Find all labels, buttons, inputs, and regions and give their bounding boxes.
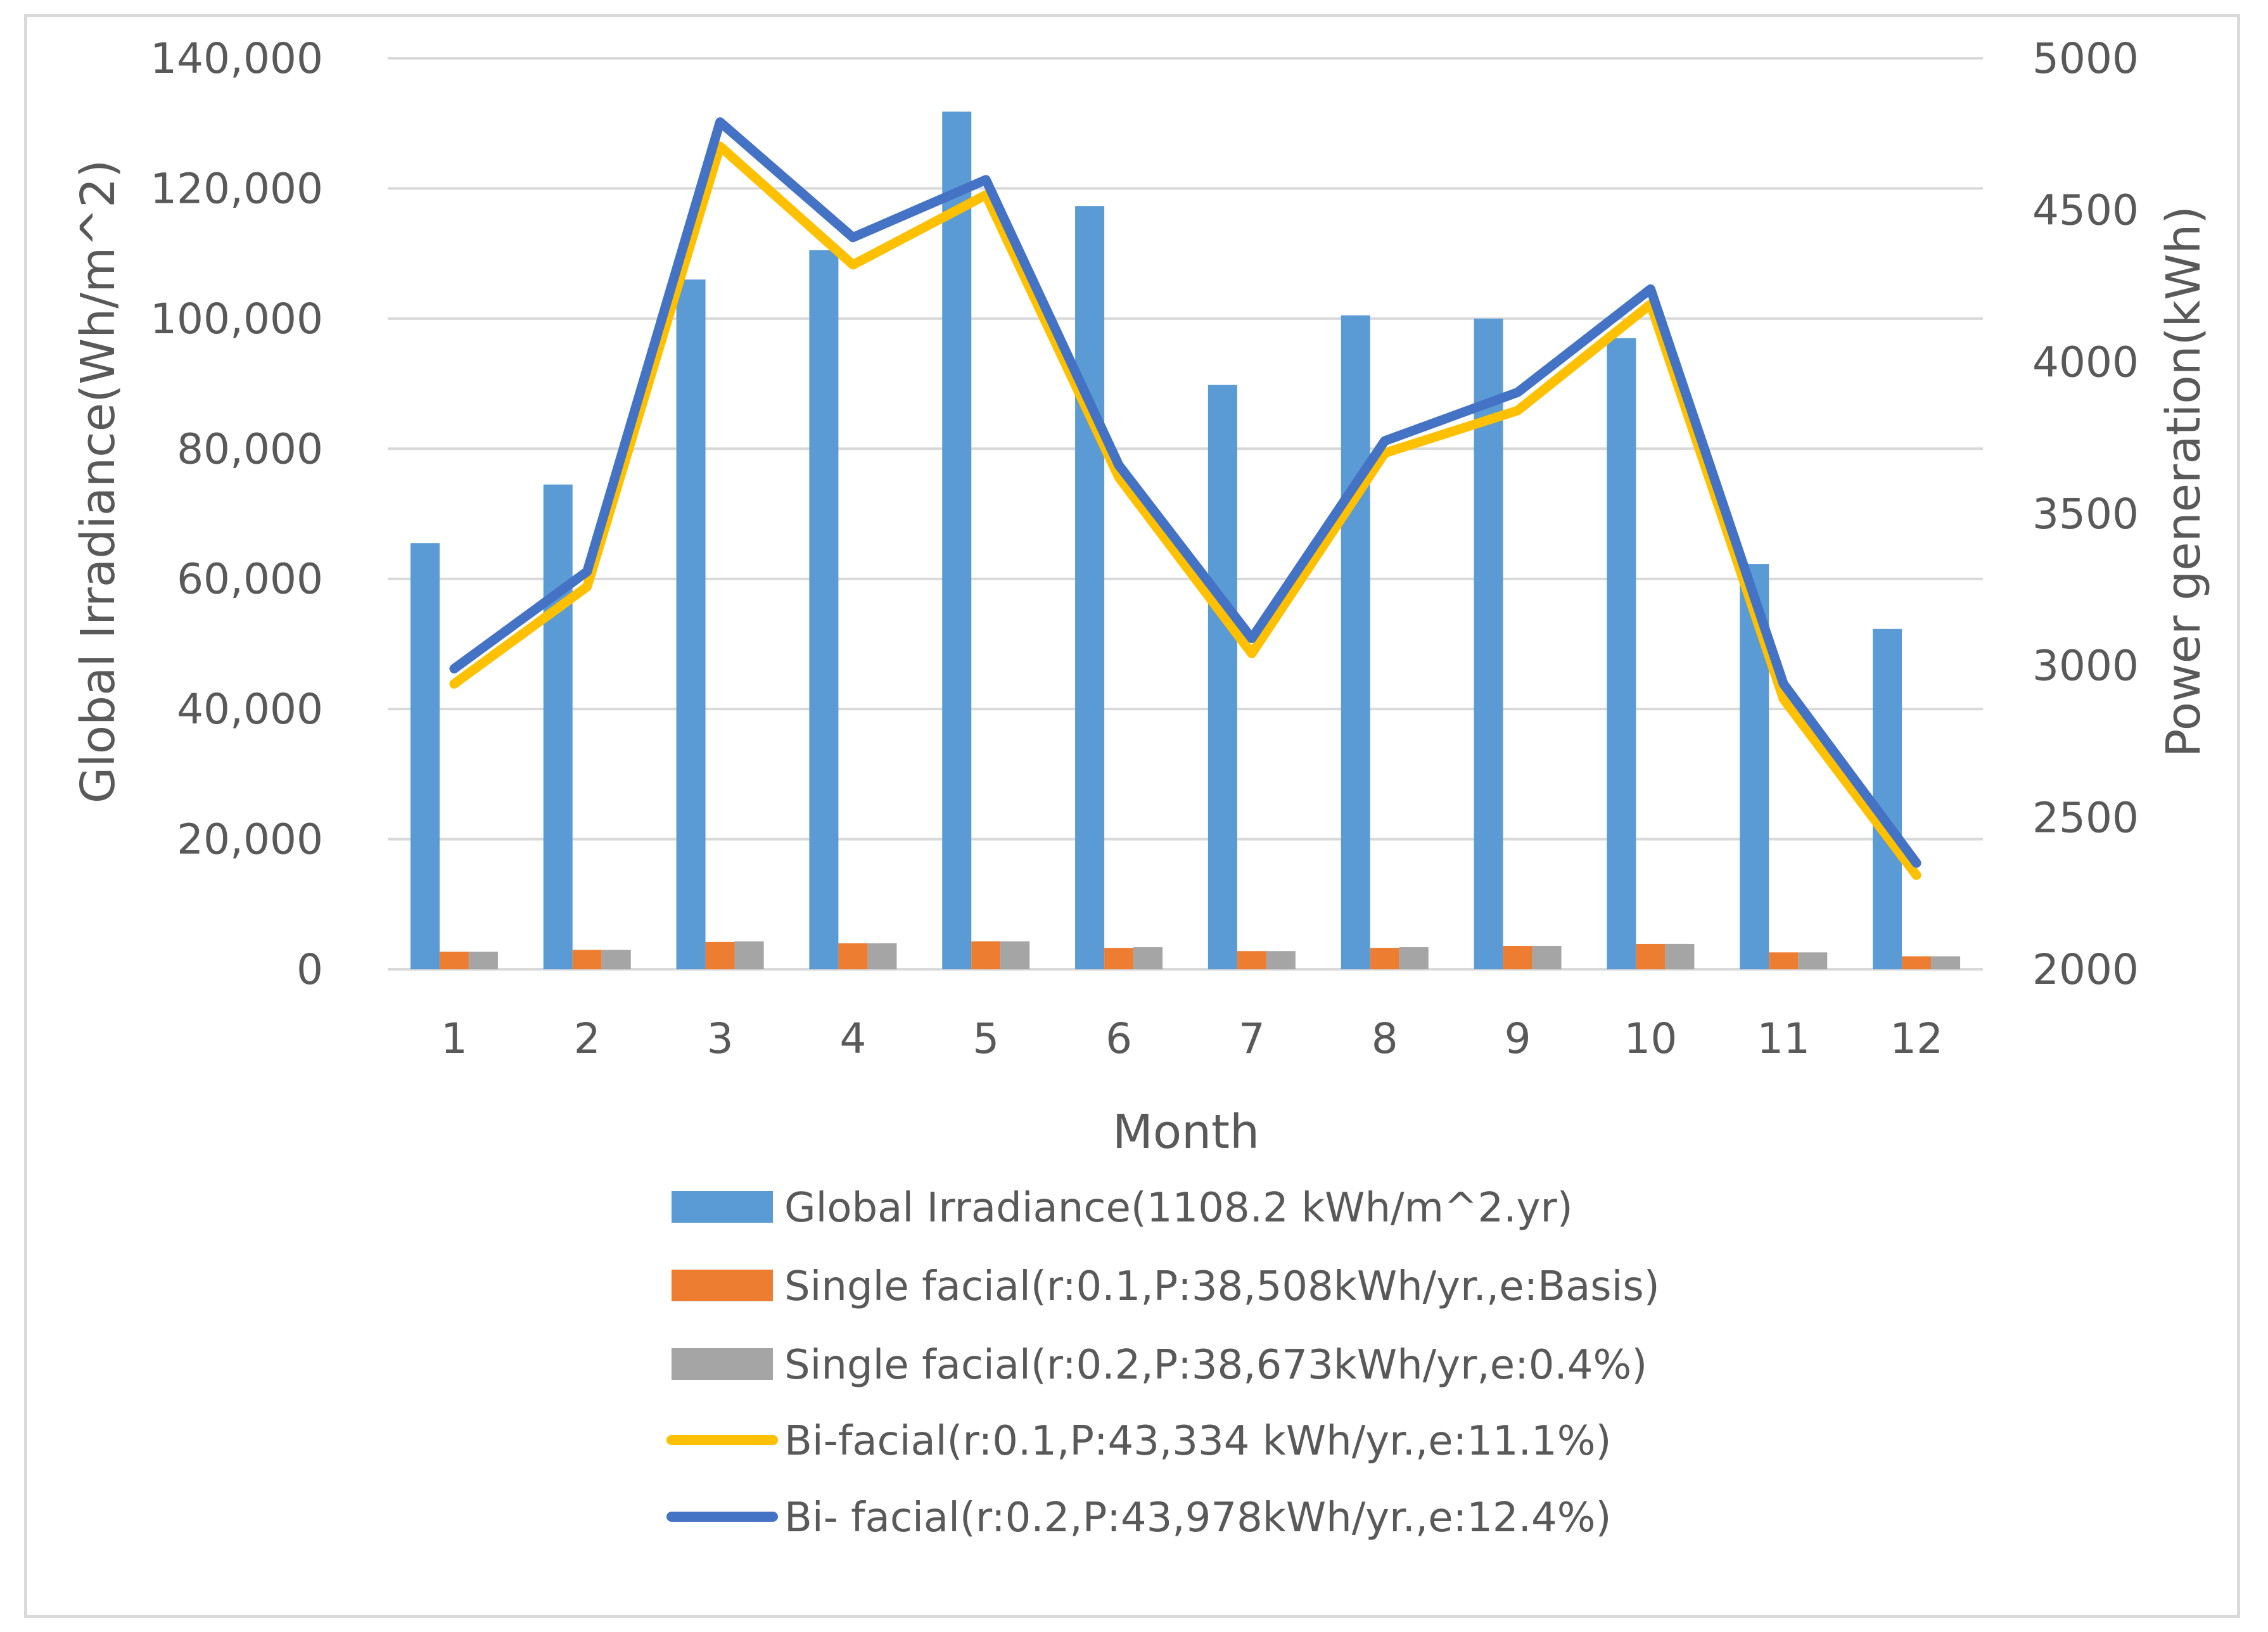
y-tick-label: 80,000: [177, 424, 323, 473]
y-tick-label: 140,000: [150, 34, 323, 83]
x-tick-label: 3: [707, 1014, 734, 1063]
line-bifacial-r02: [449, 117, 1921, 868]
bar-single-facial-r01: [1104, 948, 1134, 969]
y2-tick-label: 3000: [2032, 642, 2139, 691]
legend-item: Global Irradiance(1108.2 kWh/m^2.yr): [672, 1185, 1573, 1232]
legend-item: Single facial(r:0.2,P:38,673kWh/yr,e:0.4…: [672, 1342, 1647, 1389]
x-tick-label: 8: [1372, 1014, 1398, 1063]
bar-single-facial-r02: [468, 952, 498, 969]
gridlines: [388, 57, 1983, 971]
y2-tick-label: 5000: [2032, 34, 2139, 83]
bar-single-facial-r01: [1636, 943, 1666, 969]
y2-axis-title: Power generation(kWh): [2157, 206, 2211, 757]
legend: Global Irradiance(1108.2 kWh/m^2.yr) Sin…: [666, 1185, 1660, 1541]
x-axis-ticks: 1 2 3 4 5 6 7 8 9 10 11 12: [441, 1014, 1943, 1063]
bar-single-facial-r02: [1532, 946, 1562, 969]
legend-swatch-single-r01: [672, 1270, 773, 1301]
legend-label-single-r02: Single facial(r:0.2,P:38,673kWh/yr,e:0.4…: [784, 1342, 1647, 1389]
bar-single-facial-r02: [1399, 947, 1429, 969]
y-tick-label: 100,000: [150, 295, 323, 343]
x-tick-label: 4: [839, 1014, 866, 1063]
bar-single-facial-r02: [601, 950, 631, 969]
bar-irradiance: [1341, 315, 1370, 969]
right-axis-ticks: 2000 2500 3000 3500 4000 4500 5000: [2032, 34, 2139, 994]
bar-single-facial-r01: [838, 943, 868, 969]
bar-single-facial-r01: [1237, 951, 1266, 969]
x-tick-label: 6: [1105, 1014, 1132, 1063]
legend-item: Bi- facial(r:0.2,P:43,978kWh/yr.,e:12.4%…: [666, 1495, 1611, 1541]
y2-tick-label: 2500: [2032, 793, 2139, 842]
y-tick-label: 60,000: [177, 555, 323, 604]
x-tick-label: 1: [441, 1014, 468, 1063]
bar-irradiance: [809, 250, 839, 970]
bar-irradiance: [1607, 338, 1636, 969]
legend-item: Bi-facial(r:0.1,P:43,334 kWh/yr.,e:11.1%…: [666, 1418, 1611, 1465]
bar-irradiance: [1207, 385, 1237, 969]
legend-label-bifacial-r02: Bi- facial(r:0.2,P:43,978kWh/yr.,e:12.4%…: [784, 1495, 1611, 1541]
bar-single-facial-r01: [1370, 948, 1399, 969]
line-bifacial-r01: [449, 141, 1921, 880]
y2-tick-label: 4500: [2032, 186, 2139, 235]
x-tick-label: 7: [1239, 1014, 1265, 1063]
line-series: [449, 117, 1921, 880]
bar-irradiance: [543, 484, 573, 969]
bar-single-facial-r02: [1665, 943, 1695, 969]
legend-label-bifacial-r01: Bi-facial(r:0.1,P:43,334 kWh/yr.,e:11.1%…: [784, 1418, 1611, 1465]
left-axis-ticks: 0 20,000 40,000 60,000 80,000 100,000 120,000 1…: [150, 34, 323, 994]
bar-single-facial-r01: [439, 952, 469, 969]
y-axis-title: Global Irradiance(Wh/m^2): [71, 160, 125, 803]
bar-irradiance: [1873, 628, 1902, 969]
y-tick-label: 20,000: [177, 815, 323, 864]
x-tick-label: 5: [972, 1014, 999, 1063]
x-tick-label: 2: [574, 1014, 601, 1063]
bar-irradiance: [410, 543, 440, 969]
x-axis-title: Month: [1112, 1105, 1259, 1159]
legend-swatch-irradiance: [672, 1191, 773, 1223]
bar-single-facial-r01: [1769, 952, 1799, 969]
x-tick-label: 12: [1890, 1014, 1943, 1063]
x-tick-label: 10: [1624, 1014, 1677, 1063]
y2-tick-label: 2000: [2032, 945, 2139, 994]
bar-single-facial-r02: [867, 943, 897, 969]
bar-single-facial-r01: [1902, 956, 1932, 969]
y2-tick-label: 3500: [2032, 490, 2139, 539]
x-tick-label: 11: [1757, 1014, 1810, 1063]
bar-single-facial-r02: [734, 941, 764, 969]
bar-single-facial-r01: [1503, 946, 1532, 969]
bar-series: [410, 112, 1961, 970]
y-tick-label: 120,000: [150, 164, 323, 213]
y-tick-label: 0: [296, 945, 323, 994]
legend-label-single-r01: Single facial(r:0.1,P:38,508kWh/yr.,e:Ba…: [784, 1263, 1660, 1310]
x-tick-label: 9: [1505, 1014, 1531, 1063]
bar-single-facial-r01: [572, 950, 602, 969]
bar-single-facial-r01: [705, 941, 735, 969]
bar-irradiance: [942, 112, 972, 969]
legend-item: Single facial(r:0.1,P:38,508kWh/yr.,e:Ba…: [672, 1263, 1660, 1310]
bar-single-facial-r02: [1266, 951, 1296, 969]
bar-single-facial-r02: [1931, 956, 1961, 969]
bar-single-facial-r02: [1000, 941, 1030, 969]
y-tick-label: 40,000: [177, 685, 323, 734]
bar-single-facial-r02: [1133, 947, 1163, 969]
bar-single-facial-r01: [971, 941, 1001, 969]
legend-swatch-single-r02: [672, 1348, 773, 1380]
bar-irradiance: [676, 279, 706, 970]
legend-label-irradiance: Global Irradiance(1108.2 kWh/m^2.yr): [784, 1185, 1573, 1232]
y2-tick-label: 4000: [2032, 338, 2139, 386]
bar-single-facial-r02: [1798, 952, 1828, 969]
bar-irradiance: [1075, 206, 1105, 970]
